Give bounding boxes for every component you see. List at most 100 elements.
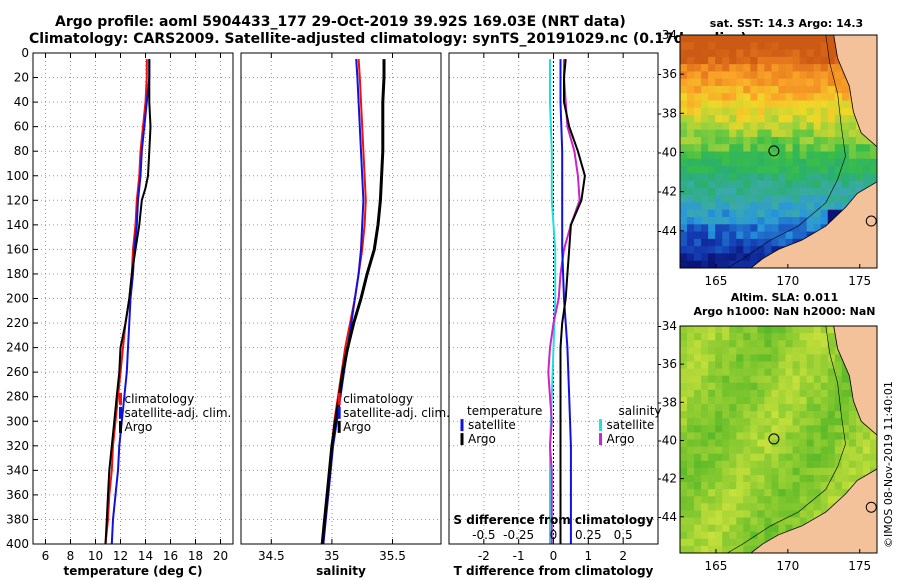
map-cell xyxy=(694,439,702,447)
map-cell xyxy=(680,238,688,247)
map-cell xyxy=(785,404,793,412)
map-cell xyxy=(750,460,758,469)
map-cell xyxy=(708,71,716,80)
map-cell xyxy=(701,71,709,80)
map-cell xyxy=(743,411,751,419)
map-cell xyxy=(792,439,801,447)
x-tick-label: 8 xyxy=(67,549,75,563)
map-cell xyxy=(827,347,836,355)
map-cell xyxy=(841,180,850,189)
map-cell xyxy=(694,474,702,483)
map-cell xyxy=(694,231,702,240)
map-cell xyxy=(841,115,850,123)
map-cell xyxy=(785,202,793,211)
map-cell xyxy=(799,496,808,504)
map-cell xyxy=(729,129,737,138)
map-cell xyxy=(785,115,793,123)
map-cell xyxy=(827,496,836,504)
map-cell xyxy=(694,467,702,476)
map-cell xyxy=(736,158,744,167)
map-cell xyxy=(743,524,751,533)
map-cell xyxy=(813,496,822,504)
lon-tick-label: 175 xyxy=(848,559,871,573)
map-cell xyxy=(715,144,723,152)
map-cell xyxy=(701,136,709,145)
map-cell xyxy=(813,474,822,483)
map-cell xyxy=(708,425,716,433)
map-cell xyxy=(708,467,716,476)
map-cell xyxy=(750,453,758,462)
map-cell xyxy=(750,166,758,174)
map-cell xyxy=(820,71,829,80)
map-cell xyxy=(827,209,836,218)
map-cell xyxy=(687,453,695,462)
map-cell xyxy=(764,195,772,203)
map-cell xyxy=(813,375,822,384)
map-cell xyxy=(722,389,730,398)
map-cell xyxy=(680,129,688,138)
map-cell xyxy=(708,42,716,50)
map-cell xyxy=(792,396,801,405)
series-line-temperature-satellite xyxy=(559,59,572,544)
map-cell xyxy=(687,411,695,419)
map-cell xyxy=(841,122,850,131)
map-cell xyxy=(757,404,765,412)
map-cell xyxy=(771,354,779,362)
map-cell xyxy=(820,439,829,447)
map-cell xyxy=(736,375,744,384)
map-cell xyxy=(729,93,737,101)
map-cell xyxy=(701,467,709,476)
map-cell xyxy=(785,35,793,43)
map-cell xyxy=(799,460,808,469)
depth-tick-label: 160 xyxy=(6,242,29,256)
map-cell xyxy=(806,85,815,94)
map-cell xyxy=(813,368,822,377)
map-cell xyxy=(792,375,801,384)
map-cell xyxy=(841,195,850,203)
map-cell xyxy=(862,151,871,160)
map-cell xyxy=(848,411,857,419)
map-cell xyxy=(750,42,758,50)
map-cell xyxy=(701,42,709,50)
map-cell xyxy=(792,382,801,391)
map-cell xyxy=(827,71,836,80)
map-cell xyxy=(743,151,751,160)
map-cell xyxy=(743,42,751,50)
lat-tick-label: -44 xyxy=(657,224,677,238)
map-cell xyxy=(869,173,878,182)
map-cell xyxy=(680,382,688,391)
profile-panels: 6 8 10 12 14 16 18 2002040608010012014016018020… xyxy=(6,46,661,578)
map-cell xyxy=(799,158,808,167)
depth-tick-label: 380 xyxy=(6,512,29,526)
map-cell xyxy=(813,418,822,426)
map-cell xyxy=(827,411,836,419)
map-cell xyxy=(743,260,751,269)
map-cell xyxy=(848,432,857,440)
argo-position-marker xyxy=(768,145,780,157)
map-cell xyxy=(701,460,709,469)
map-cell xyxy=(841,453,850,462)
map-cell xyxy=(764,202,772,211)
map-cell xyxy=(785,180,793,189)
map-cell xyxy=(785,460,793,469)
map-cell xyxy=(708,453,716,462)
map-cell xyxy=(715,49,723,58)
map-cell xyxy=(820,78,829,87)
map-cell xyxy=(715,489,723,497)
map-cell xyxy=(855,453,864,462)
map-cell xyxy=(736,404,744,412)
map-cell xyxy=(750,474,758,483)
map-cell xyxy=(750,439,758,447)
map-cell xyxy=(855,418,864,426)
map-cell xyxy=(806,510,815,518)
map-cell xyxy=(750,396,758,405)
map-cell xyxy=(687,187,695,196)
map-cell xyxy=(680,180,688,189)
map-cell xyxy=(827,439,836,447)
map-cell xyxy=(743,144,751,152)
map-cell xyxy=(694,42,702,50)
map-cell xyxy=(680,361,688,369)
map-cell xyxy=(729,347,737,355)
map-cell xyxy=(841,136,850,145)
